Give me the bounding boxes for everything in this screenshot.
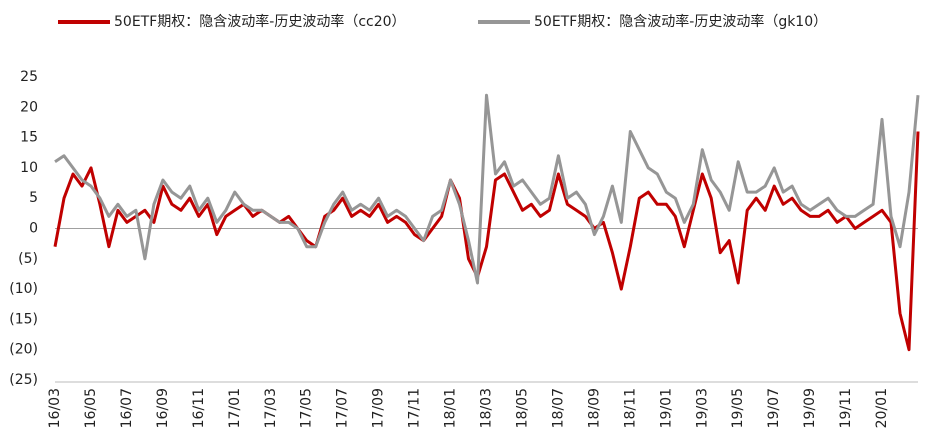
x-tick-label: 19/05: [730, 388, 746, 428]
y-tick-label: 20: [20, 99, 38, 115]
x-tick-label: 19/03: [694, 388, 710, 428]
x-tick-label: 17/11: [407, 388, 423, 428]
y-tick-label: 25: [20, 69, 38, 85]
x-tick-label: 19/01: [658, 388, 674, 428]
x-tick-label: 17/05: [299, 388, 315, 428]
x-tick-label: 18/01: [443, 388, 459, 428]
legend-label: 50ETF期权：隐含波动率-历史波动率（cc20）: [114, 13, 406, 30]
x-tick-label: 18/05: [514, 388, 530, 428]
x-tick-label: 16/03: [47, 388, 63, 428]
x-tick-label: 20/01: [874, 388, 890, 428]
y-tick-label: 10: [20, 160, 38, 176]
y-tick-label: (15): [9, 311, 38, 327]
x-tick-label: 17/03: [263, 388, 279, 428]
x-tick-label: 16/11: [191, 388, 207, 428]
y-tick-label: (25): [9, 372, 38, 388]
x-tick-label: 19/09: [802, 388, 818, 428]
x-tick-label: 16/07: [119, 388, 135, 428]
x-tick-label: 17/09: [371, 388, 387, 428]
y-tick-label: 15: [20, 130, 38, 146]
x-tick-label: 17/07: [335, 388, 351, 428]
y-tick-label: (5): [18, 251, 38, 267]
x-tick-label: 19/07: [766, 388, 782, 428]
x-tick-label: 17/01: [227, 388, 243, 428]
y-tick-label: 0: [29, 221, 38, 237]
y-tick-label: (20): [9, 342, 38, 358]
legend-label: 50ETF期权：隐含波动率-历史波动率（gk10）: [534, 13, 827, 30]
x-tick-label: 18/11: [622, 388, 638, 428]
x-tick-label: 19/11: [838, 388, 854, 428]
x-tick-label: 18/03: [479, 388, 495, 428]
x-tick-label: 18/09: [586, 388, 602, 428]
series-line: [54, 93, 920, 285]
y-tick-label: (10): [9, 281, 38, 297]
y-tick-label: 5: [29, 190, 38, 206]
x-tick-label: 18/07: [550, 388, 566, 428]
series-line: [53, 131, 920, 352]
x-tick-label: 16/09: [155, 388, 171, 428]
x-tick-label: 16/05: [83, 388, 99, 428]
